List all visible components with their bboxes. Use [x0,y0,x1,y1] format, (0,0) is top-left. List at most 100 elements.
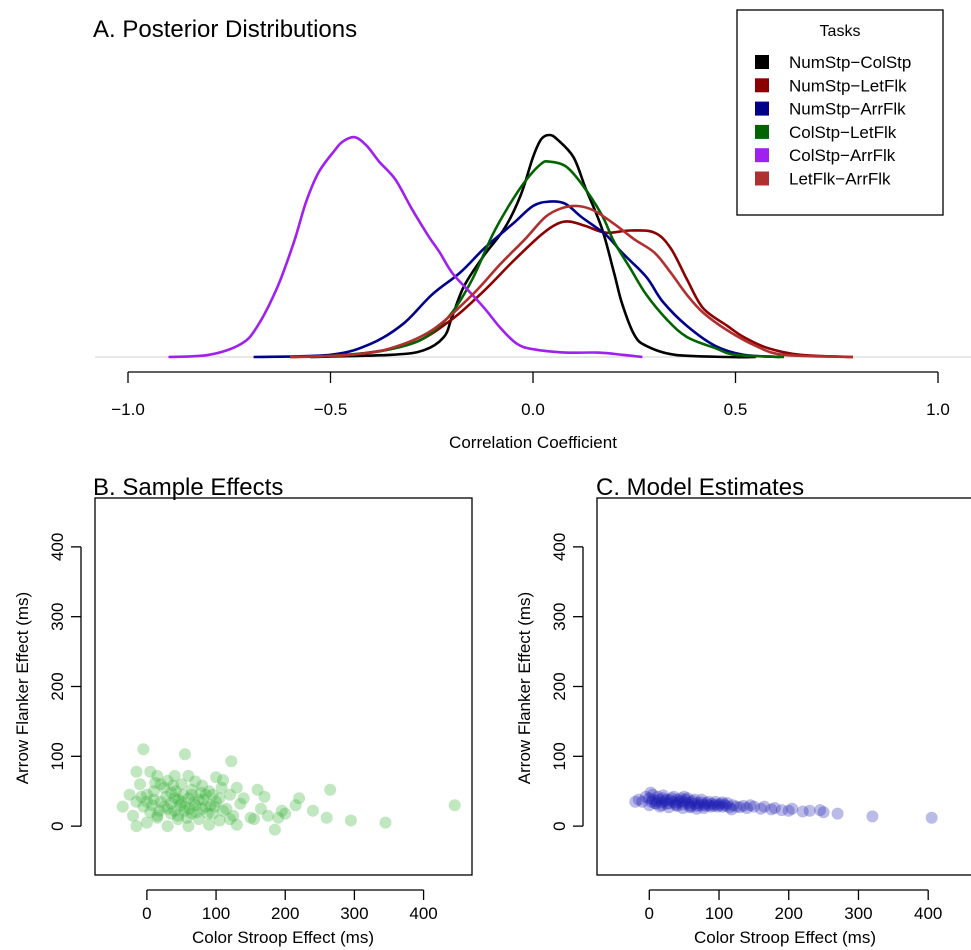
data-point [803,804,816,817]
data-point [146,799,159,812]
panel-b: B. Sample Effects 0 100 200 300 400 0 100 200 30… [13,474,473,947]
data-point [160,790,173,803]
legend-swatch [755,171,769,186]
data-point [204,799,217,812]
data-point [650,797,663,810]
data-point [721,797,734,810]
data-point [175,795,188,808]
x-tick-label: 0 [142,904,151,923]
data-point [664,794,677,807]
legend-label: ColStp−ArrFlk [789,146,896,165]
data-point [648,797,661,810]
panel-a-x-axis: −1.0 −0.5 0.0 0.5 1.0 [111,371,950,419]
data-point [210,795,223,808]
data-point [185,783,198,796]
data-point [796,805,809,818]
data-point [210,771,223,784]
data-point [190,806,203,819]
data-point [174,799,187,812]
data-point [723,801,736,814]
data-point [306,804,319,817]
data-point [140,816,153,829]
data-point [165,786,178,799]
data-point [671,793,684,806]
data-point [217,774,229,787]
data-point [758,800,771,813]
data-point [251,783,264,796]
data-point [144,806,157,819]
data-point [669,797,682,810]
panel-c-axes: 0 100 200 300 400 0 100 200 300 400 [550,533,942,923]
density-curve-4 [168,135,643,359]
data-point [674,795,687,807]
data-point [716,800,729,813]
density-curve-3 [310,160,785,359]
data-point [786,802,799,815]
data-point [206,807,219,820]
data-point [768,802,781,814]
data-point [667,795,680,808]
data-point [151,811,164,824]
legend-box [736,9,944,216]
data-point [716,796,729,809]
data-point [713,799,725,812]
legend-swatch [755,78,769,93]
data-point [695,793,708,806]
data-point [643,799,656,812]
panel-a: A. Posterior Distributions −1.0 −0.5 0.0 0.… [93,9,971,452]
data-point [181,811,193,824]
data-point [182,820,195,833]
data-point [643,792,656,805]
data-point [149,776,162,789]
data-point [182,792,195,805]
data-point [671,799,684,812]
data-point [116,800,129,813]
data-point [709,798,722,811]
data-point [268,823,281,836]
data-point [178,748,191,761]
data-point [324,783,337,796]
data-point [646,788,659,801]
data-point [234,797,247,810]
x-tick-label: 1.0 [926,400,950,419]
legend-swatch [755,55,769,69]
data-point [697,798,710,811]
data-point [135,790,148,803]
panel-b-x-label: Color Stroop Effect (ms) [192,928,374,947]
data-point [636,795,649,808]
data-point [711,800,724,813]
data-point [130,765,143,778]
data-point [714,797,727,810]
data-point [194,786,207,799]
data-point [688,797,701,810]
data-point [685,796,698,809]
x-tick-label: 200 [775,904,803,923]
data-point [681,797,694,810]
data-point [140,788,153,801]
legend-label: NumStp−ArrFlk [789,100,906,119]
legend-swatch [755,101,769,116]
data-point [127,809,139,822]
data-point [782,804,795,817]
data-point [196,802,209,815]
data-point [688,793,701,806]
x-tick-label: 0.0 [521,400,545,419]
legend-label: LetFlk−ArrFlk [789,170,891,189]
data-point [653,793,666,806]
data-point [660,793,673,806]
data-point [213,792,226,805]
data-point [192,793,205,806]
legend-items: NumStp−ColStp NumStp−LetFlk NumStp−ArrFlk C… [755,53,911,189]
data-point [674,792,687,805]
data-point [293,792,306,805]
data-point [203,818,216,831]
data-point [230,781,243,794]
data-point [706,797,718,810]
data-point [655,796,668,809]
data-point [690,799,703,812]
data-point [709,795,722,808]
panel-a-x-label: Correlation Coefficient [449,433,617,452]
data-point [151,809,164,822]
y-tick-label: 100 [48,742,67,770]
data-point [144,765,157,778]
